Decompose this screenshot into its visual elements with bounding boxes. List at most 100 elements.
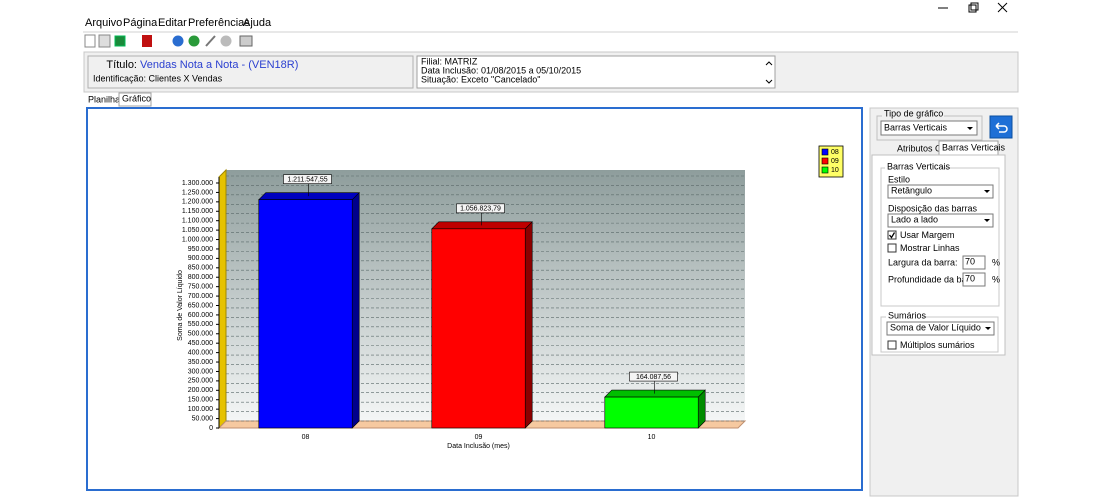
- bar-depth-spinner[interactable]: [962, 272, 986, 287]
- y-tick-label: 400.000: [188, 349, 213, 356]
- window-controls[interactable]: [938, 2, 1008, 13]
- value-label: 164.087,56: [636, 374, 671, 381]
- chart: 0 50.000 100.000 150.000 200.000 250.000 300.0…: [177, 145, 844, 450]
- menu-item[interactable]: Preferências: [188, 17, 250, 29]
- value-label: 1.056.823,79: [460, 206, 501, 213]
- y-tick-label: 1.200.000: [182, 199, 213, 206]
- value-label: 1.211.547,55: [287, 177, 327, 184]
- y-tick-label: 700.000: [188, 293, 213, 300]
- tab-selected[interactable]: [118, 92, 152, 107]
- dropdown-value: Lado a lado: [891, 214, 938, 224]
- chart-type-dropdown[interactable]: [880, 120, 978, 136]
- y-tick-label: 750.000: [188, 283, 213, 290]
- legend-swatch: [821, 148, 829, 156]
- tool-button[interactable]: [205, 35, 216, 47]
- filter-box: [416, 55, 776, 89]
- style-dropdown[interactable]: [887, 184, 994, 199]
- group-title: Barras Verticais: [887, 161, 951, 171]
- legend-label: 10: [831, 167, 839, 174]
- legend-label: 09: [831, 158, 839, 165]
- dropdown-value: Soma de Valor Líquido: [890, 322, 981, 332]
- apply-button[interactable]: [989, 115, 1013, 139]
- group-title-bg: [885, 163, 941, 171]
- scroll-arrows[interactable]: [765, 61, 773, 84]
- open-button[interactable]: [98, 34, 111, 48]
- new-button[interactable]: [84, 34, 96, 48]
- unit: %: [992, 257, 1000, 267]
- y-tick-label: 450.000: [188, 340, 213, 347]
- forward-button[interactable]: [188, 35, 200, 47]
- y-tick-label: 300.000: [188, 368, 213, 375]
- group-title: Tipo de gráfico: [884, 108, 943, 118]
- y-tick-label: 250.000: [188, 378, 213, 385]
- plot-side-wall: [218, 168, 227, 430]
- tab[interactable]: Planilha: [88, 94, 120, 104]
- y-tick-label: 1.150.000: [182, 208, 213, 215]
- y-tick-label: 50.000: [192, 415, 214, 422]
- y-tick-label: 350.000: [188, 359, 213, 366]
- bar: [431, 228, 526, 429]
- print-button[interactable]: [239, 35, 253, 47]
- dropdown-arrow: [967, 127, 973, 130]
- value-label-box: [456, 203, 505, 214]
- save-button[interactable]: [114, 35, 126, 47]
- filter-line: Data Inclusão: 01/08/2015 a 05/10/2015: [421, 65, 581, 75]
- refresh-button[interactable]: [220, 35, 232, 47]
- y-tick-label: 900.000: [188, 255, 213, 262]
- field-label: Largura da barra:: [888, 257, 958, 267]
- filter-line: Situação: Exceto "Cancelado": [421, 74, 540, 84]
- field-label: Profundidade da barra:: [888, 274, 980, 284]
- dropdown-value: Retângulo: [891, 185, 932, 195]
- export-button[interactable]: [142, 35, 152, 47]
- back-button[interactable]: [172, 35, 184, 47]
- title-label: Título:: [106, 59, 137, 71]
- y-tick-label: 1.100.000: [182, 218, 213, 225]
- dropdown-arrow: [984, 190, 990, 193]
- menu-item[interactable]: Arquivo: [85, 17, 122, 29]
- group-box: [880, 316, 999, 353]
- y-tick-label: 1.000.000: [182, 236, 213, 243]
- x-tick-label: 10: [648, 434, 656, 441]
- checkbox[interactable]: [887, 340, 897, 350]
- bar: [258, 199, 353, 429]
- y-tick-label: 1.050.000: [182, 227, 213, 234]
- group-title: Sumários: [888, 310, 927, 320]
- legend-swatch: [821, 157, 829, 165]
- spinner-value: 70: [965, 256, 975, 266]
- checkbox-label[interactable]: Usar Margem: [900, 230, 955, 240]
- x-axis-label: Data Inclusão (mes): [447, 443, 510, 450]
- y-tick-label: 600.000: [188, 312, 213, 319]
- dropdown-arrow: [984, 219, 990, 222]
- legend-swatch: [821, 166, 829, 174]
- checkbox[interactable]: [887, 230, 897, 240]
- checkbox-list: Usar Margem Mostrar Linhas Múltiplos sumár…: [887, 230, 975, 350]
- y-tick-label: 0: [209, 425, 213, 432]
- filter-line: Filial: MATRIZ: [421, 56, 478, 66]
- checkbox[interactable]: [887, 243, 897, 253]
- field-label: Disposição das barras: [888, 203, 978, 213]
- checkbox-label[interactable]: Múltiplos sumários: [900, 340, 975, 350]
- field-label: Estilo: [888, 174, 910, 184]
- menu-item[interactable]: Página: [123, 17, 158, 29]
- checkbox-label[interactable]: Mostrar Linhas: [900, 243, 960, 253]
- unit: %: [992, 274, 1000, 284]
- panel-tab[interactable]: Barras Verticais: [942, 142, 1006, 152]
- menu-item[interactable]: Editar: [158, 17, 187, 29]
- report-title: Vendas Nota a Nota - (VEN18R): [140, 59, 298, 71]
- y-axis-label: Soma de Valor Líquido: [177, 270, 184, 341]
- bar-side: [351, 191, 360, 429]
- bar-width-spinner[interactable]: [962, 255, 986, 270]
- summary-dropdown[interactable]: [886, 321, 995, 336]
- y-tick-label: 650.000: [188, 302, 213, 309]
- y-tick-label: 1.300.000: [182, 180, 213, 187]
- spinner-value: 70: [965, 273, 975, 283]
- tab[interactable]: Gráfico: [122, 93, 151, 103]
- y-tick-label: 950.000: [188, 246, 213, 253]
- group-title-bg: [882, 110, 944, 118]
- menu-item[interactable]: Ajuda: [243, 17, 272, 29]
- panel-tab[interactable]: Atributos Gerais: [897, 143, 962, 153]
- y-tick-label: 1.250.000: [182, 189, 213, 196]
- layout-dropdown[interactable]: [887, 213, 994, 228]
- bar-side: [524, 221, 533, 429]
